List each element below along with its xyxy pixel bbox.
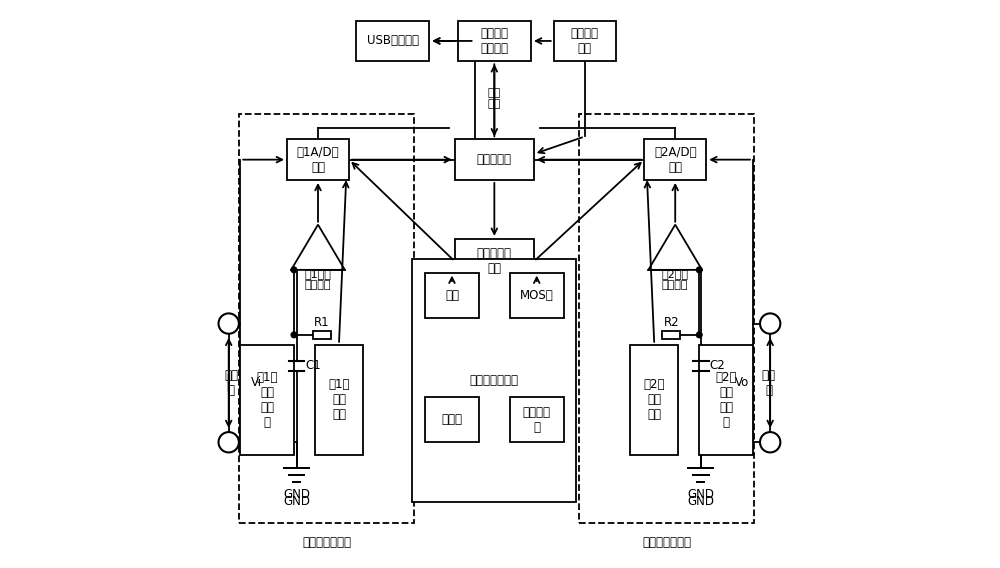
Bar bbox=[313, 331, 331, 339]
Circle shape bbox=[696, 267, 702, 273]
Text: MOS管: MOS管 bbox=[520, 289, 554, 302]
Text: R1: R1 bbox=[314, 316, 330, 329]
Bar bbox=[412, 258, 576, 502]
Bar bbox=[579, 114, 754, 523]
Bar bbox=[240, 345, 294, 455]
Bar bbox=[510, 273, 564, 318]
Text: GND: GND bbox=[283, 488, 310, 502]
Text: 第1电
压传
感器: 第1电 压传 感器 bbox=[328, 378, 350, 421]
Bar bbox=[425, 273, 479, 318]
Text: 光耦
隔离: 光耦 隔离 bbox=[488, 88, 501, 110]
Text: 独立电源
模块: 独立电源 模块 bbox=[571, 27, 599, 55]
Bar bbox=[630, 345, 678, 455]
Polygon shape bbox=[291, 225, 345, 270]
Bar bbox=[662, 331, 680, 339]
Text: Vo: Vo bbox=[734, 377, 749, 390]
Bar bbox=[458, 20, 531, 61]
Text: 整流二极
管: 整流二极 管 bbox=[523, 406, 551, 433]
Text: 第2噪
声采
样电
路: 第2噪 声采 样电 路 bbox=[715, 371, 737, 429]
Text: 第1A/D转
换器: 第1A/D转 换器 bbox=[297, 145, 339, 174]
Polygon shape bbox=[648, 225, 702, 270]
Text: 输入
端: 输入 端 bbox=[224, 369, 238, 397]
Bar bbox=[510, 397, 564, 442]
Text: 变压器: 变压器 bbox=[441, 413, 462, 426]
Text: 开关电源变换器: 开关电源变换器 bbox=[470, 374, 519, 387]
Bar bbox=[425, 397, 479, 442]
Bar bbox=[315, 345, 363, 455]
Text: 电感: 电感 bbox=[445, 289, 459, 302]
Text: R2: R2 bbox=[663, 316, 679, 329]
Text: 输入端采样模块: 输入端采样模块 bbox=[302, 536, 351, 549]
Text: C1: C1 bbox=[306, 360, 321, 373]
Text: GND: GND bbox=[687, 495, 714, 508]
Text: C2: C2 bbox=[710, 360, 725, 373]
Circle shape bbox=[696, 332, 702, 338]
Text: USB接口模块: USB接口模块 bbox=[367, 35, 419, 48]
Bar bbox=[554, 20, 616, 61]
Text: 第2电
压传
感器: 第2电 压传 感器 bbox=[644, 378, 665, 421]
Text: 输出
端: 输出 端 bbox=[762, 369, 776, 397]
Bar bbox=[699, 345, 753, 455]
Bar bbox=[644, 139, 706, 180]
Bar bbox=[455, 139, 534, 180]
Bar bbox=[287, 139, 349, 180]
Circle shape bbox=[291, 267, 297, 273]
Text: 非易失存
储器模块: 非易失存 储器模块 bbox=[480, 27, 508, 55]
Text: 第1噪
声采
样电
路: 第1噪 声采 样电 路 bbox=[256, 371, 278, 429]
Text: 第1差分
放大电路: 第1差分 放大电路 bbox=[305, 269, 331, 290]
Bar bbox=[356, 20, 429, 61]
Text: 处理器模块: 处理器模块 bbox=[477, 153, 512, 166]
Text: 第2A/D转
换器: 第2A/D转 换器 bbox=[654, 145, 697, 174]
Bar bbox=[455, 239, 534, 284]
Text: Vi: Vi bbox=[251, 377, 262, 390]
Text: 温度传感器
模块: 温度传感器 模块 bbox=[477, 248, 512, 275]
Bar bbox=[239, 114, 414, 523]
Text: GND: GND bbox=[687, 488, 714, 502]
Text: GND: GND bbox=[283, 495, 310, 508]
Text: 输出端采样模块: 输出端采样模块 bbox=[642, 536, 691, 549]
Text: 第2差分
放大电路: 第2差分 放大电路 bbox=[662, 269, 689, 290]
Circle shape bbox=[291, 332, 297, 338]
